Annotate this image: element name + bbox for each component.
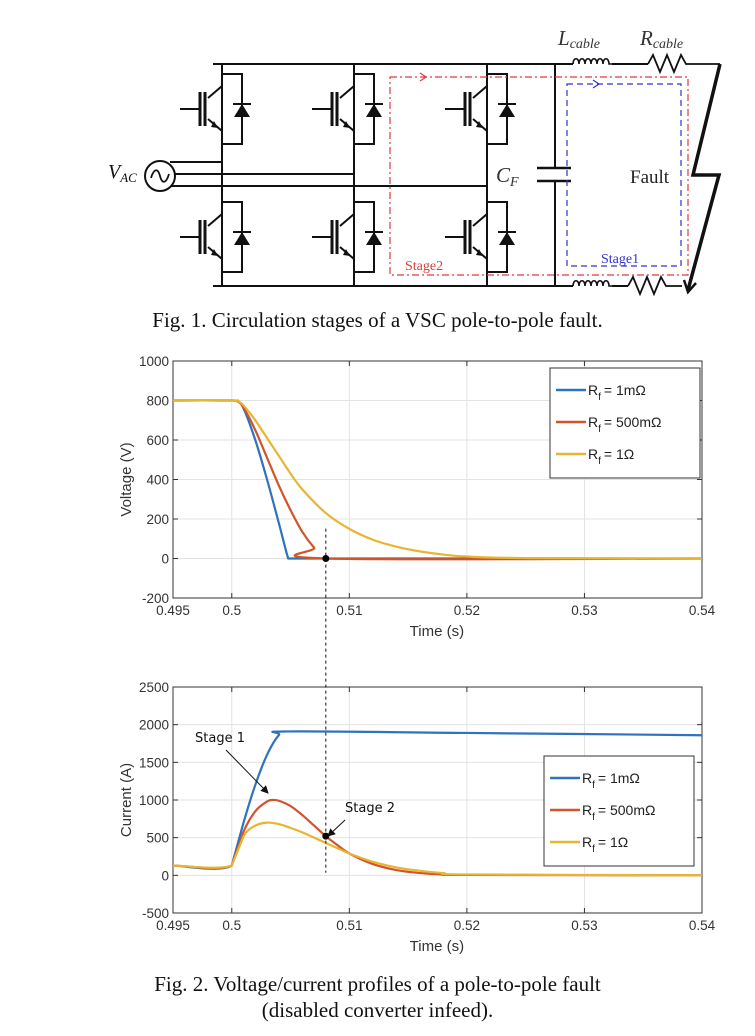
y-tick-label: -200 — [142, 591, 169, 606]
y-tick-label: 0 — [161, 868, 169, 883]
inductor-bottom-icon — [572, 279, 612, 287]
igbt-diode-icon — [445, 73, 516, 145]
x-tick-label: 0.495 — [156, 603, 190, 618]
y-tick-label: 800 — [146, 394, 169, 409]
series-line-3 — [172, 399, 703, 560]
stage1-arrow-icon — [592, 79, 601, 89]
igbt-diode-icon — [312, 201, 383, 273]
x-tick-label: 0.495 — [156, 918, 190, 933]
annotations: Stage 1 Stage 2 — [195, 731, 395, 837]
y-tick-label: 2500 — [139, 680, 169, 695]
x-tick-label: 0.53 — [571, 603, 597, 618]
stage2-arrow-icon — [419, 72, 428, 82]
y-axis-label: Voltage (V) — [118, 442, 135, 516]
stage2-loop — [389, 76, 689, 276]
rcable-label: Rcable — [639, 26, 683, 52]
figure1-caption: Fig. 1. Circulation stages of a VSC pole… — [152, 308, 603, 332]
x-tick-label: 0.54 — [689, 603, 716, 618]
circuit-wires — [170, 63, 648, 287]
y-tick-label: 0 — [161, 552, 169, 567]
legend-entry: Rf = 1mΩ — [582, 770, 640, 791]
x-tick-label: 0.5 — [222, 918, 241, 933]
x-axis-label: Time (s) — [410, 938, 464, 955]
x-tick-label: 0.5 — [222, 603, 241, 618]
y-tick-label: 1500 — [139, 755, 169, 770]
figure2-caption-line2: (disabled converter infeed). — [261, 998, 494, 1022]
y-tick-label: 1000 — [139, 793, 169, 808]
current-chart: 0.495 0.5 0.51 0.52 0.53 0.54 -500 0 500 1000 1500… — [118, 680, 716, 955]
stage2-arrow — [327, 819, 346, 837]
y-tick-label: 500 — [146, 831, 169, 846]
voltage-chart: 0.495 0.5 0.51 0.52 0.53 0.54 -200 0 200 400 600 80… — [118, 354, 716, 640]
figure2-caption-line1: Fig. 2. Voltage/current profiles of a po… — [154, 972, 601, 996]
series-line-1 — [172, 730, 703, 870]
x-tick-label: 0.52 — [454, 603, 480, 618]
resistor-bottom-icon — [627, 274, 682, 297]
stage1-loop — [566, 83, 682, 267]
resistor-top-icon — [647, 52, 720, 75]
vac-label: VAC — [108, 161, 137, 185]
y-tick-label: 1000 — [139, 354, 169, 369]
x-axis-label: Time (s) — [410, 623, 464, 640]
legend-entry: Rf = 1Ω — [588, 446, 634, 467]
y-tick-label: 600 — [146, 433, 169, 448]
circuit-diagram: VAC Lcable Rcable CF Fault Stage1 Stage2 — [108, 26, 722, 297]
stage2-label: Stage2 — [405, 259, 443, 274]
stage2-annotation: Stage 2 — [345, 801, 395, 816]
y-tick-label: 200 — [146, 512, 169, 527]
x-tick-label: 0.53 — [571, 918, 597, 933]
series-line-2 — [172, 798, 703, 877]
chart-legend: Rf = 1mΩ Rf = 500mΩ Rf = 1Ω — [549, 367, 701, 479]
igbt-diode-icon — [312, 73, 383, 145]
chart-legend: Rf = 1mΩ Rf = 500mΩ Rf = 1Ω — [543, 755, 695, 867]
x-tick-label: 0.54 — [689, 918, 716, 933]
igbt-diode-icon — [180, 201, 251, 273]
stage1-label: Stage1 — [601, 252, 639, 267]
legend-entry: Rf = 1Ω — [582, 834, 628, 855]
legend-entry: Rf = 500mΩ — [582, 802, 655, 823]
x-tick-label: 0.52 — [454, 918, 480, 933]
capacitor-icon — [537, 166, 571, 183]
inductor-top-icon — [572, 57, 612, 65]
y-tick-label: -500 — [142, 906, 169, 921]
ac-source-icon — [144, 160, 176, 192]
igbt-switches — [180, 73, 516, 273]
igbt-diode-icon — [445, 201, 516, 273]
y-tick-label: 2000 — [139, 718, 169, 733]
y-axis-label: Current (A) — [118, 763, 135, 837]
igbt-diode-icon — [180, 73, 251, 145]
fault-label: Fault — [630, 167, 670, 188]
legend-entry: Rf = 500mΩ — [588, 414, 661, 435]
legend-entry: Rf = 1mΩ — [588, 382, 646, 403]
fault-lightning-icon — [682, 63, 722, 295]
lcable-label: Lcable — [557, 26, 600, 52]
stage1-annotation: Stage 1 — [195, 731, 245, 746]
y-tick-label: 400 — [146, 473, 169, 488]
x-tick-label: 0.51 — [336, 603, 362, 618]
stage1-arrow — [225, 749, 269, 794]
cf-label: CF — [496, 163, 519, 190]
x-tick-label: 0.51 — [336, 918, 362, 933]
stage-boundary-marker — [322, 555, 330, 562]
